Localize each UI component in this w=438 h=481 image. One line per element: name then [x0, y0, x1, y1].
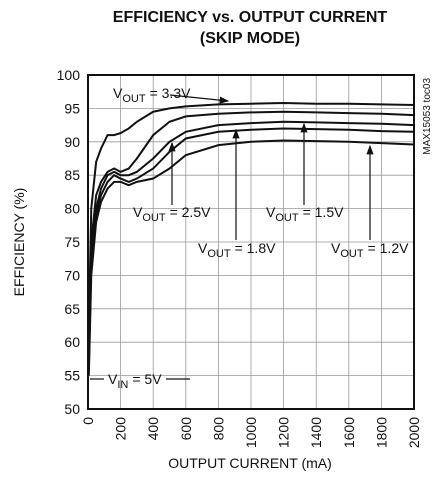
line-series	[87, 110, 415, 356]
annotation-text: = 5V	[132, 371, 162, 387]
annotation-arrow	[169, 94, 230, 104]
x-tick-label: 1600	[341, 417, 357, 448]
line-series	[87, 139, 415, 376]
x-tick-label: 1200	[276, 417, 292, 448]
annotation-sub: OUT	[207, 248, 231, 260]
annotation-sub: OUT	[340, 248, 364, 260]
plot-frame	[87, 74, 415, 410]
line-series	[87, 120, 415, 363]
side-note: MAX15053 toc03	[422, 78, 433, 155]
y-tick-label: 85	[64, 167, 80, 183]
annotation-text: = 1.5V	[303, 204, 345, 220]
annotation: VOUT = 1.5V	[266, 204, 344, 224]
x-tick-label: 2000	[406, 417, 422, 448]
y-tick-label: 50	[64, 401, 80, 417]
y-tick-label: 65	[64, 301, 80, 317]
annotation-base: V	[266, 204, 276, 220]
x-tick-label: 600	[178, 417, 194, 441]
line-series	[87, 127, 415, 369]
y-tick-label: 95	[64, 100, 80, 116]
y-tick-label: 80	[64, 201, 80, 217]
annotation-sub: OUT	[142, 212, 166, 224]
annotation: VOUT = 2.5V	[133, 204, 211, 224]
annotation: VIN = 5V	[108, 371, 162, 391]
x-tick-label: 1400	[308, 417, 324, 448]
x-tick-label: 0	[80, 417, 96, 425]
annotation-sub: OUT	[122, 93, 146, 105]
annotation-sub: IN	[117, 379, 128, 391]
x-tick-label: 200	[113, 417, 129, 441]
y-tick-label: 75	[64, 234, 80, 250]
annotation-base: V	[108, 371, 118, 387]
annotation-text: = 2.5V	[170, 204, 212, 220]
annotation-text: = 1.2V	[368, 240, 410, 256]
y-tick-label: 70	[64, 267, 80, 283]
annotation-base: V	[198, 240, 208, 256]
x-tick-label: 1800	[373, 417, 389, 448]
annotation-base: V	[331, 240, 341, 256]
line-series	[87, 102, 415, 329]
annotation: VOUT = 1.8V	[198, 240, 276, 260]
chart-subtitle: (SKIP MODE)	[200, 30, 300, 47]
annotation-base: V	[113, 85, 123, 101]
x-tick-label: 400	[145, 417, 161, 441]
chart-title: EFFICIENCY vs. OUTPUT CURRENT	[113, 9, 388, 26]
x-axis-label: OUTPUT CURRENT (mA)	[168, 455, 332, 471]
annotation: VOUT = 3.3V	[113, 85, 191, 105]
annotation-sub: OUT	[275, 212, 299, 224]
y-tick-label: 100	[57, 67, 81, 83]
y-tick-label: 55	[64, 368, 80, 384]
x-tick-label: 1000	[243, 417, 259, 448]
annotation: VOUT = 1.2V	[331, 240, 409, 260]
annotation-text: = 3.3V	[150, 85, 192, 101]
y-axis-label: EFFICIENCY (%)	[11, 188, 27, 297]
x-tick-label: 800	[210, 417, 226, 441]
y-tick-label: 90	[64, 134, 80, 150]
annotation-base: V	[133, 204, 143, 220]
annotation-text: = 1.8V	[235, 240, 277, 256]
y-tick-label: 60	[64, 334, 80, 350]
